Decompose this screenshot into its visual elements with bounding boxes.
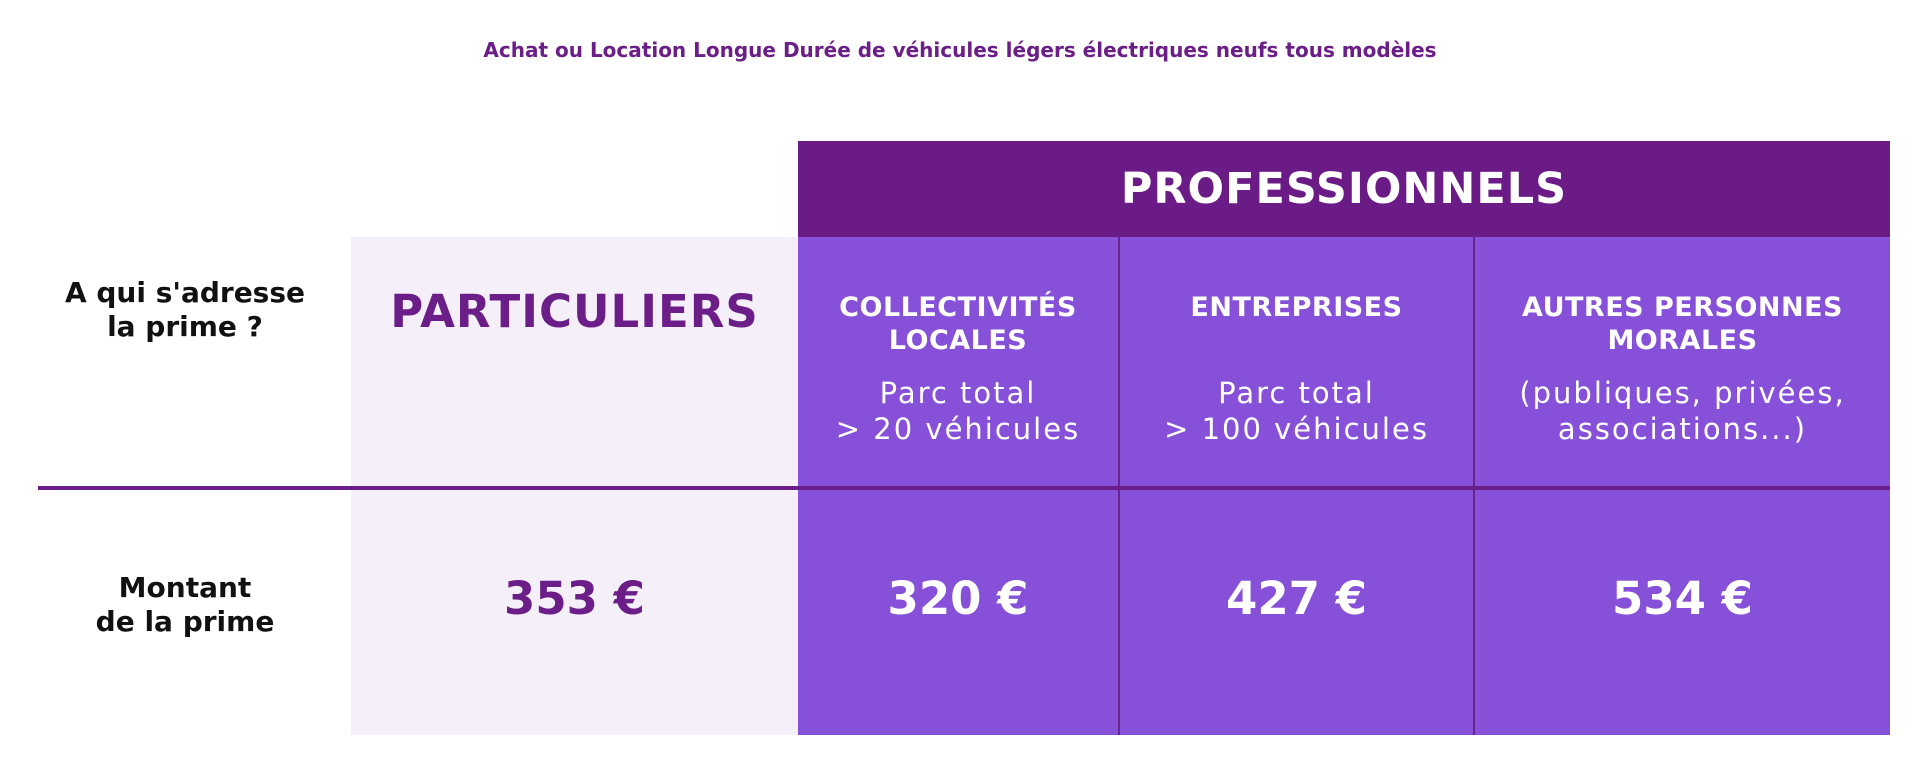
amount-label-line-2: de la prime (95, 605, 275, 638)
collectivites-title-line-2: LOCALES (888, 325, 1028, 356)
autres-desc-line-2: associations...) (1557, 412, 1808, 446)
amount-row-label: Montant de la prime (35, 571, 335, 639)
collectivites-desc-line-2: > 20 véhicules (835, 412, 1081, 446)
autres-amount: 534 € (1612, 572, 1753, 625)
page-title: Achat ou Location Longue Durée de véhicu… (483, 38, 1437, 62)
entreprises-amount: 427 € (1226, 572, 1367, 625)
collectivites-amount: 320 € (887, 572, 1029, 625)
particuliers-label: PARTICULIERS (390, 285, 759, 338)
collectivites-desc-line-1: Parc total (879, 376, 1037, 410)
audience-label-line-1: A qui s'adresse (64, 276, 306, 309)
particuliers-amount: 353 € (504, 572, 645, 625)
collectivites-title-line-1: COLLECTIVITÉS (839, 292, 1077, 323)
row-divider (38, 486, 1890, 490)
audience-label-line-2: la prime ? (107, 310, 263, 343)
professionnels-header: PROFESSIONNELS (798, 141, 1890, 237)
collectivites-cell: COLLECTIVITÉS LOCALES Parc total > 20 vé… (798, 291, 1118, 447)
professionnels-label: PROFESSIONNELS (1120, 164, 1568, 214)
autres-title-line-1: AUTRES PERSONNES (1522, 292, 1843, 323)
entreprises-desc-line-1: Parc total (1218, 376, 1375, 410)
autres-desc-line-1: (publiques, privées, (1519, 376, 1846, 410)
autres-cell: AUTRES PERSONNES MORALES (publiques, pri… (1475, 291, 1890, 447)
entreprises-desc-line-2: > 100 véhicules (1164, 412, 1429, 446)
autres-title-line-2: MORALES (1607, 325, 1758, 356)
entreprises-title-line-1: ENTREPRISES (1190, 292, 1403, 323)
audience-row-label: A qui s'adresse la prime ? (35, 276, 335, 344)
entreprises-cell: ENTREPRISES Parc total > 100 véhicules (1120, 291, 1473, 447)
amount-label-line-1: Montant (118, 571, 252, 604)
